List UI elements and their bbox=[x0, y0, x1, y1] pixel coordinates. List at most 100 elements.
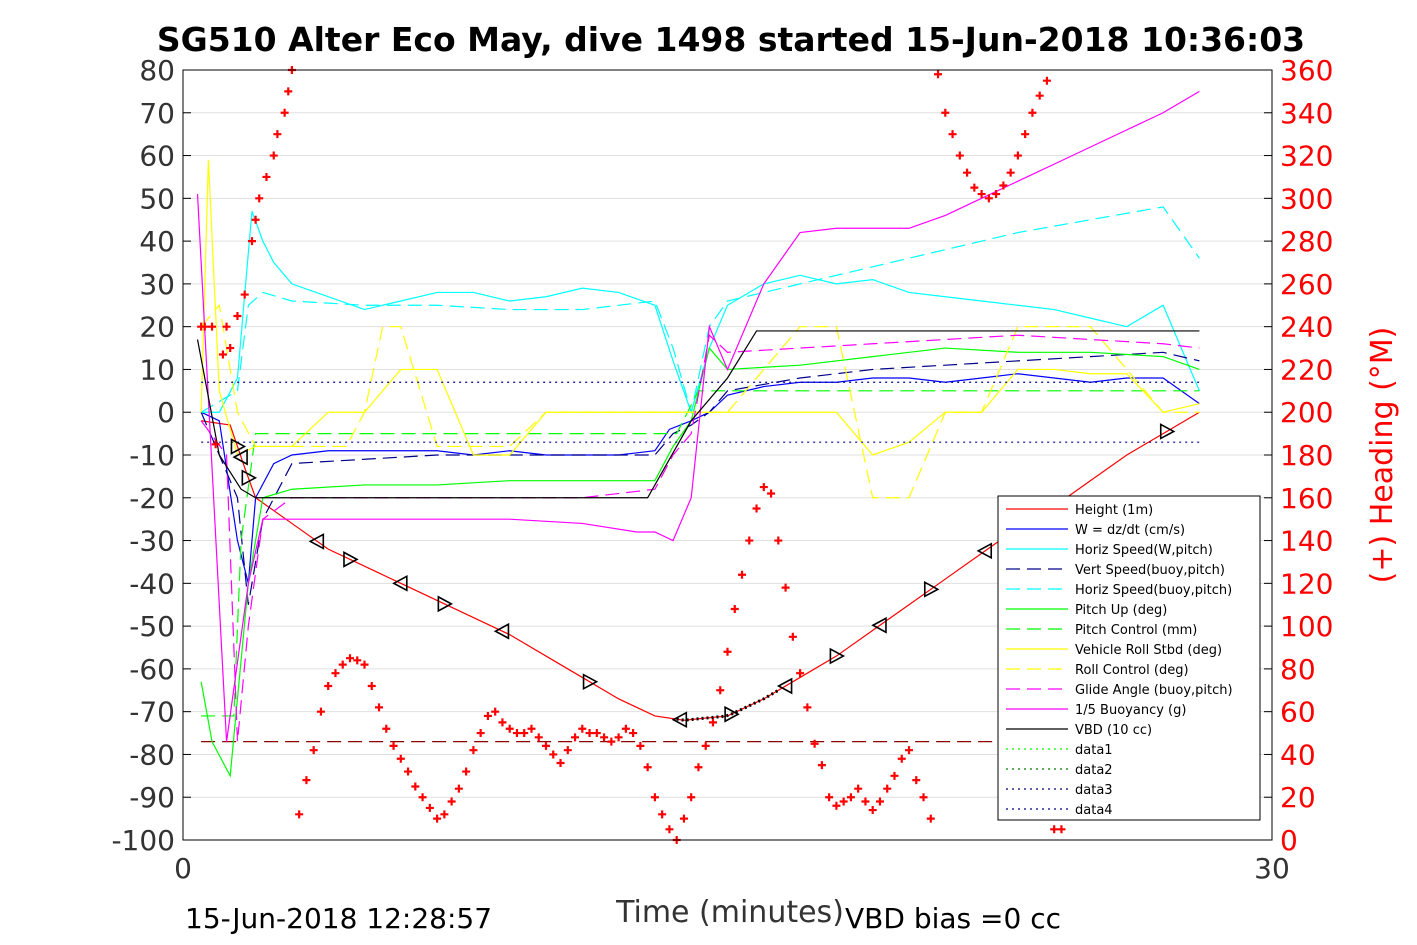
depth-triangle-marker bbox=[241, 469, 258, 487]
depth-triangle-marker bbox=[724, 705, 740, 723]
heading-marker bbox=[708, 718, 717, 727]
depth-triangle-marker bbox=[230, 438, 247, 455]
x-tick-label: 30 bbox=[1254, 852, 1290, 885]
heading-marker bbox=[650, 793, 659, 802]
series-pitch-control-mm bbox=[201, 390, 1200, 717]
heading-marker bbox=[382, 724, 391, 733]
heading-marker bbox=[1021, 130, 1030, 139]
right-tick-label: 180 bbox=[1280, 439, 1333, 472]
heading-marker bbox=[411, 782, 420, 791]
left-tick-label: -100 bbox=[111, 824, 175, 857]
heading-marker bbox=[527, 724, 536, 733]
heading-marker bbox=[255, 194, 264, 203]
heading-marker bbox=[868, 806, 877, 815]
heading-marker bbox=[941, 108, 950, 117]
series-horiz-speed-buoy-pitch bbox=[200, 206, 1200, 413]
series-1-5-buoyancy-g bbox=[196, 90, 1200, 742]
heading-marker bbox=[817, 761, 826, 770]
legend-label-vbd-10-cc: VBD (10 cc) bbox=[1075, 723, 1152, 738]
heading-marker bbox=[218, 350, 227, 359]
left-tick-label: 70 bbox=[139, 97, 175, 130]
left-tick-label: -20 bbox=[129, 482, 175, 515]
left-tick-label: -50 bbox=[129, 610, 175, 643]
heading-marker bbox=[948, 130, 957, 139]
legend-label-pitch-control-mm: Pitch Control (mm) bbox=[1075, 623, 1197, 638]
x-axis-label: Time (minutes) bbox=[615, 895, 844, 930]
heading-marker bbox=[723, 647, 732, 656]
left-tick-label: -70 bbox=[129, 696, 175, 729]
heading-marker bbox=[629, 729, 638, 738]
depth-triangle-marker bbox=[493, 622, 510, 640]
heading-marker bbox=[425, 803, 434, 812]
heading-marker bbox=[759, 483, 768, 492]
heading-marker bbox=[284, 87, 293, 96]
left-tick-label: -10 bbox=[129, 439, 175, 472]
heading-marker bbox=[295, 810, 304, 819]
heading-marker bbox=[636, 741, 645, 750]
series-roll-control-deg bbox=[200, 303, 1200, 499]
right-tick-label: 200 bbox=[1280, 396, 1333, 429]
right-tick-label: 220 bbox=[1280, 353, 1333, 386]
legend-label-data2: data2 bbox=[1075, 763, 1113, 778]
heading-marker bbox=[534, 733, 543, 742]
heading-marker bbox=[679, 814, 688, 823]
left-tick-label: -30 bbox=[129, 525, 175, 558]
right-tick-label: 300 bbox=[1280, 182, 1333, 215]
legend-label-horiz-speed-buoy-pitch: Horiz Speed(buoy,pitch) bbox=[1075, 583, 1232, 598]
heading-marker bbox=[1013, 151, 1022, 160]
heading-marker bbox=[498, 718, 507, 727]
heading-marker bbox=[607, 737, 616, 746]
heading-marker bbox=[251, 215, 260, 224]
right-axis-label: (+) Heading (°M) bbox=[1365, 327, 1400, 584]
heading-marker bbox=[331, 669, 340, 678]
heading-marker bbox=[469, 746, 478, 755]
heading-marker bbox=[687, 793, 696, 802]
right-tick-label: 340 bbox=[1280, 97, 1333, 130]
heading-marker bbox=[483, 711, 492, 720]
heading-marker bbox=[512, 729, 521, 738]
heading-marker bbox=[621, 724, 630, 733]
heading-marker bbox=[433, 814, 442, 823]
legend-label-w-dz-dt-cm-s: W = dz/dt (cm/s) bbox=[1075, 523, 1185, 538]
series-pitch-up-deg bbox=[200, 346, 1200, 778]
heading-marker bbox=[897, 754, 906, 763]
depth-triangle-marker bbox=[582, 673, 599, 691]
heading-marker bbox=[839, 797, 848, 806]
right-tick-label: 160 bbox=[1280, 482, 1333, 515]
heading-marker bbox=[1042, 76, 1051, 85]
depth-triangle-marker bbox=[829, 647, 846, 665]
series-vert-speed-buoy-pitch bbox=[200, 351, 1200, 605]
heading-marker bbox=[302, 776, 311, 785]
right-tick-label: 120 bbox=[1280, 567, 1333, 600]
depth-triangle-marker bbox=[308, 533, 325, 550]
heading-markers bbox=[197, 66, 1066, 844]
heading-marker bbox=[963, 168, 972, 177]
right-tick-label: 320 bbox=[1280, 140, 1333, 173]
heading-marker bbox=[226, 344, 235, 353]
heading-marker bbox=[262, 172, 271, 181]
left-tick-label: -60 bbox=[129, 653, 175, 686]
heading-marker bbox=[665, 825, 674, 834]
heading-marker bbox=[1050, 825, 1059, 834]
left-tick-label: 30 bbox=[139, 268, 175, 301]
heading-marker bbox=[447, 797, 456, 806]
heading-marker bbox=[454, 784, 463, 793]
legend-label-data3: data3 bbox=[1075, 783, 1113, 798]
legend-label-horiz-speed-w-pitch: Horiz Speed(W,pitch) bbox=[1075, 543, 1213, 558]
depth-triangle-marker bbox=[776, 677, 793, 695]
heading-marker bbox=[716, 686, 725, 695]
heading-marker bbox=[977, 190, 986, 199]
heading-marker bbox=[1057, 825, 1066, 834]
footer-vbd-bias: VBD bias =0 cc bbox=[845, 902, 1061, 935]
heading-marker bbox=[556, 759, 565, 767]
heading-marker bbox=[324, 682, 333, 690]
depth-triangle-marker bbox=[671, 711, 688, 729]
heading-marker bbox=[883, 784, 892, 793]
heading-marker bbox=[1035, 91, 1044, 100]
left-tick-label: 0 bbox=[157, 396, 175, 429]
heading-marker bbox=[396, 754, 405, 763]
heading-marker bbox=[585, 729, 594, 738]
heading-marker bbox=[476, 729, 485, 738]
heading-marker bbox=[912, 776, 921, 785]
